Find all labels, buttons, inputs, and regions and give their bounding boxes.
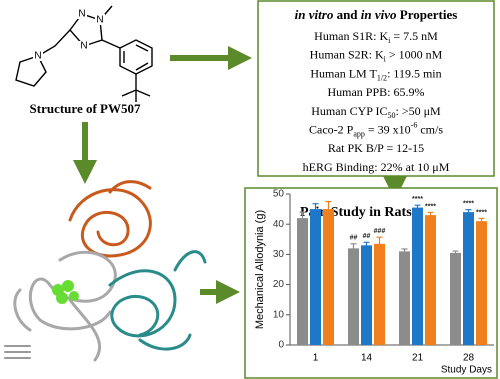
bar xyxy=(425,215,436,345)
text-segment: = 39 x10 xyxy=(365,122,411,136)
chart: 0 10 20 30 40 50 Mechanical Allodynia (g) Study… xyxy=(254,189,494,376)
superscript: -6 xyxy=(411,121,418,130)
text-segment: Rat PK B/P = 12-15 xyxy=(328,141,424,155)
property-line: Human PPB: 65.9% xyxy=(327,85,424,99)
property-line: Human LM T1/2: 119.5 min xyxy=(310,66,441,83)
italic-segment: in vivo xyxy=(361,7,397,22)
properties-title: in vitro and in vivo Properties xyxy=(295,7,458,22)
subscript: 1/2 xyxy=(377,74,387,83)
bar xyxy=(297,218,308,345)
bar xyxy=(463,212,474,345)
structure-caption: Structure of PW507 xyxy=(30,101,141,116)
bar xyxy=(399,251,410,345)
y-tick-label: 40 xyxy=(273,219,285,230)
error-bar xyxy=(427,211,434,218)
subscript: i xyxy=(388,36,391,45)
error-bar xyxy=(299,211,306,225)
error-bar xyxy=(465,209,472,215)
bar xyxy=(374,243,385,345)
atom: N xyxy=(96,15,103,26)
x-tick-label: 28 xyxy=(463,353,475,364)
atom: N xyxy=(78,9,85,20)
atom-labels: N N N N xyxy=(33,8,105,62)
bar xyxy=(361,245,372,345)
text-segment: and xyxy=(333,7,360,22)
error-bar xyxy=(363,241,370,249)
text-segment: Human S1R: K xyxy=(314,29,388,43)
error-bar xyxy=(452,250,459,255)
x-tick-label: 21 xyxy=(412,353,424,364)
bar xyxy=(450,252,461,345)
x-axis-label: Study Days xyxy=(441,365,492,376)
subscript: i xyxy=(384,55,387,64)
y-tick-label: 30 xyxy=(273,249,285,260)
bar xyxy=(323,209,334,345)
error-bar xyxy=(401,248,408,254)
error-bar xyxy=(376,236,383,251)
property-line: Human S1R: Ki = 7.5 nM xyxy=(314,29,438,46)
significance-label: ## xyxy=(363,233,371,240)
atom: N xyxy=(80,41,87,52)
significance-label: **** xyxy=(476,209,487,216)
property-line: Human S2R: Ki > 1000 nM xyxy=(310,47,443,64)
error-bar xyxy=(312,203,319,215)
text-segment: : >50 μM xyxy=(396,104,442,118)
text-segment: Human PPB: 65.9% xyxy=(327,85,424,99)
property-line: Human CYP IC50: >50 μM xyxy=(311,104,441,121)
text-segment: Human CYP IC xyxy=(311,104,387,118)
significance-label: ## xyxy=(350,235,358,242)
text-segment: Human S2R: K xyxy=(310,47,384,61)
text-segment: hERG Binding: 22% at 10 μM xyxy=(303,160,450,174)
atom: N xyxy=(34,51,41,62)
bar xyxy=(310,209,321,345)
error-bar xyxy=(350,243,357,253)
y-tick-label: 0 xyxy=(278,340,284,351)
subscript: app xyxy=(353,130,365,139)
y-tick-label: 50 xyxy=(273,189,285,200)
text-segment: Human LM T xyxy=(310,66,377,80)
bar xyxy=(348,248,359,345)
significance-label: **** xyxy=(425,203,436,210)
error-bar xyxy=(478,217,485,224)
properties: in vitro and in vivo Properties Human S1R… xyxy=(295,7,458,174)
subscript: 50 xyxy=(388,111,396,120)
bar xyxy=(412,207,423,345)
property-line: hERG Binding: 22% at 10 μM xyxy=(303,160,450,174)
property-line: Caco-2 Papp = 39 x10-6 cm/s xyxy=(309,121,443,139)
text-segment: > 1000 nM xyxy=(386,47,443,61)
italic-segment: in vitro xyxy=(295,7,334,22)
significance-label: **** xyxy=(463,201,474,208)
text-segment: Properties xyxy=(397,7,458,22)
text-segment: cm/s xyxy=(417,122,443,136)
significance-label: **** xyxy=(412,196,423,203)
text-segment: : 119.5 min xyxy=(387,66,442,80)
error-bar xyxy=(325,200,332,217)
significance-label: ### xyxy=(374,228,386,235)
y-tick-label: 20 xyxy=(273,279,285,290)
x-tick-label: 14 xyxy=(361,353,373,364)
y-axis-label: Mechanical Allodynia (g) xyxy=(254,210,266,329)
properties-box xyxy=(257,0,495,177)
y-tick-label: 10 xyxy=(273,309,285,320)
text-segment: = 7.5 nM xyxy=(390,29,438,43)
text-segment: Caco-2 P xyxy=(309,122,354,136)
arrows xyxy=(73,46,407,304)
bar xyxy=(476,221,487,345)
x-tick-label: 1 xyxy=(313,353,319,364)
property-line: Rat PK B/P = 12-15 xyxy=(328,141,424,155)
error-bar xyxy=(414,204,421,211)
protein xyxy=(4,180,207,362)
